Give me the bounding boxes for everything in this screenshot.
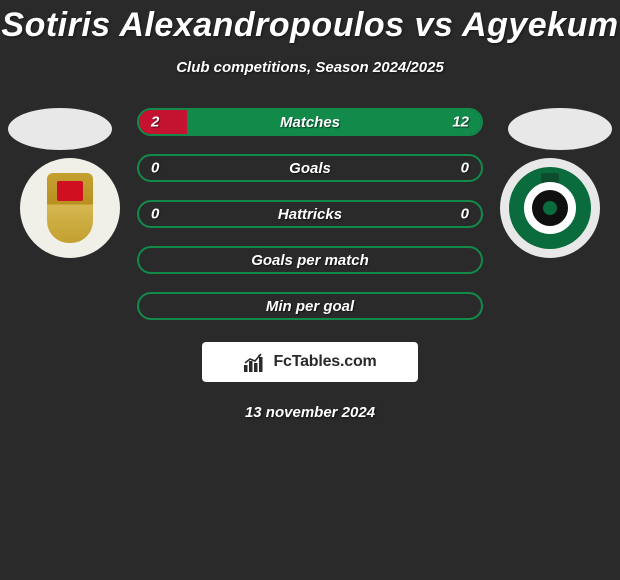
- stat-value-right: 12: [452, 114, 469, 131]
- stat-bar-fill-left: [139, 110, 187, 134]
- club-crest-left-icon: [47, 173, 93, 243]
- stat-value-right: 0: [461, 206, 469, 223]
- club-badge-left: [20, 158, 120, 258]
- club-badge-right: [500, 158, 600, 258]
- stat-label: Goals per match: [251, 252, 369, 269]
- stats-bars: 2 12 Matches 0 0 Goals 0 0 Hattricks Goals per ma…: [137, 108, 483, 320]
- stat-bar: 0 0 Goals: [137, 154, 483, 182]
- stat-bar: 2 12 Matches: [137, 108, 483, 136]
- stat-value-left: 2: [151, 114, 159, 131]
- player-right-avatar: [508, 108, 612, 150]
- date-text: 13 november 2024: [0, 404, 620, 421]
- subtitle: Club competitions, Season 2024/2025: [0, 59, 620, 76]
- player-left-avatar: [8, 108, 112, 150]
- page-title: Sotiris Alexandropoulos vs Agyekum: [0, 0, 620, 45]
- stat-value-left: 0: [151, 160, 159, 177]
- stat-label: Matches: [280, 114, 340, 131]
- stat-bar: Goals per match: [137, 246, 483, 274]
- stat-label: Goals: [289, 160, 331, 177]
- brand-chart-icon: [243, 352, 267, 372]
- stat-label: Min per goal: [266, 298, 354, 315]
- stat-label: Hattricks: [278, 206, 342, 223]
- stat-value-left: 0: [151, 206, 159, 223]
- stat-bar: 0 0 Hattricks: [137, 200, 483, 228]
- brand-text: FcTables.com: [273, 353, 376, 371]
- brand-box[interactable]: FcTables.com: [202, 342, 418, 382]
- comparison-area: 2 12 Matches 0 0 Goals 0 0 Hattricks Goals per ma…: [0, 108, 620, 320]
- club-crest-right-icon: [509, 167, 591, 249]
- stat-bar: Min per goal: [137, 292, 483, 320]
- stat-value-right: 0: [461, 160, 469, 177]
